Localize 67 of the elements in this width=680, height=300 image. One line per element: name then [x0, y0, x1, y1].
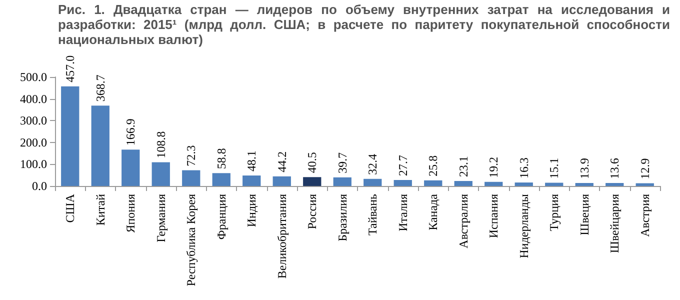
x-tick-label: Бразилия [335, 194, 350, 242]
bar [212, 173, 230, 186]
bar [242, 176, 261, 186]
bar [424, 180, 442, 186]
data-label: 108.8 [154, 131, 168, 158]
bar [484, 182, 503, 186]
y-tick-label: 400.0 [20, 92, 47, 106]
data-label: 39.7 [335, 152, 350, 174]
x-tick-label: Великобритания [274, 194, 289, 279]
data-label: 32.4 [366, 154, 380, 175]
y-tick-label: 200.0 [20, 135, 47, 150]
x-tick-label: Россия [305, 194, 320, 230]
bar [606, 183, 624, 186]
bar [394, 180, 412, 186]
data-label: 40.5 [305, 152, 320, 174]
data-label: 23.1 [456, 156, 470, 177]
bar [333, 177, 352, 186]
bar [545, 182, 564, 186]
x-tick-label: Индия [244, 194, 259, 228]
x-tick-label: Испания [486, 194, 501, 238]
data-label: 368.7 [93, 74, 108, 102]
bar [91, 106, 110, 186]
data-label: 44.2 [274, 151, 289, 172]
data-label: 16.3 [516, 157, 531, 178]
bar [182, 170, 200, 186]
x-tick-label: Канада [426, 193, 440, 230]
x-tick-label: Италия [396, 194, 410, 232]
y-tick-label: 300.0 [20, 114, 47, 128]
y-tick-label: 500.0 [20, 70, 47, 84]
x-tick-label: Швеция [577, 194, 592, 236]
bar [636, 183, 654, 186]
data-label: 457.0 [63, 55, 78, 82]
bar [514, 182, 533, 186]
bar [364, 178, 382, 186]
data-label: 27.7 [396, 154, 410, 176]
data-label: 12.9 [638, 158, 652, 180]
bar [61, 86, 80, 186]
y-tick-label: 100.0 [20, 157, 47, 172]
x-tick-label: Австралия [456, 194, 470, 248]
x-tick-label: Австрия [638, 194, 652, 237]
data-label: 166.9 [124, 118, 138, 146]
x-tick-label: Республика Корея [184, 194, 198, 286]
bar [454, 180, 472, 186]
data-label: 25.8 [426, 155, 440, 176]
data-label: 13.9 [577, 158, 592, 179]
x-tick-label: Нидерланды [516, 194, 531, 258]
chart-title: Рис. 1. Двадцатка стран — лидеров по объему внутренних затрат на исследования и разработки: 2015¹ (млрд долл. США; в расчете по паритету покупательной способности национальных валют) [58, 2, 670, 47]
x-tick-label: Франция [214, 194, 228, 240]
data-label: 19.2 [486, 156, 501, 178]
bar [122, 150, 140, 186]
data-label: 13.6 [608, 158, 622, 180]
data-label: 58.8 [214, 148, 228, 170]
data-label: 48.1 [244, 150, 259, 172]
bar [272, 176, 291, 186]
x-tick-label: Тайвань [366, 193, 380, 236]
x-tick-label: Германия [154, 194, 168, 242]
x-tick-label: Швейцария [608, 194, 622, 254]
x-tick-label: Турция [547, 194, 562, 232]
data-label: 72.3 [184, 145, 198, 166]
x-tick-label: Япония [124, 194, 138, 233]
y-tick-label: 0.0 [32, 179, 47, 193]
x-tick-label: США [63, 194, 78, 223]
x-tick-label: Китай [93, 193, 108, 226]
bar [575, 182, 594, 186]
data-label: 15.1 [547, 158, 562, 179]
bar [152, 162, 170, 186]
bar [303, 177, 322, 186]
